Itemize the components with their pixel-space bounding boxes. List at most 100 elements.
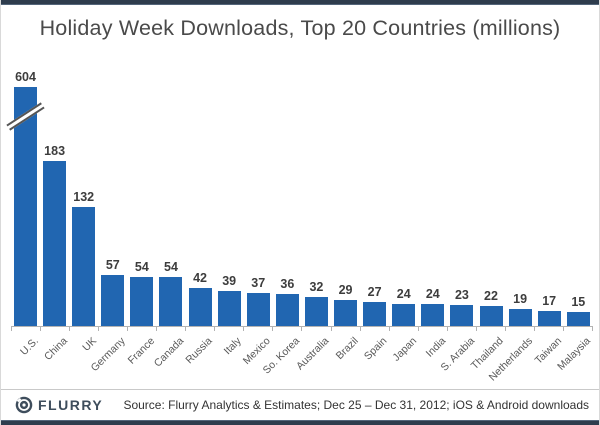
bar: 604 (6, 70, 45, 326)
bar-value-label: 183 (44, 144, 66, 158)
bar-column: 183 (43, 144, 67, 326)
bar: 27 (363, 285, 387, 326)
footer: FLURRY Source: Flurry Analytics & Estima… (1, 390, 599, 420)
bar-column: 39 (217, 274, 241, 326)
bar-column: 19 (508, 292, 532, 326)
bar: 54 (159, 260, 183, 326)
bar-column: 54 (130, 260, 154, 326)
bar-column: 23 (450, 288, 474, 326)
bar: 29 (334, 283, 358, 326)
axis-tick (591, 327, 593, 331)
x-axis-label: Russia (183, 335, 216, 367)
bar-value-label: 54 (134, 260, 149, 274)
bar-value-label: 15 (571, 295, 586, 309)
bar-column: 36 (275, 277, 299, 326)
x-axis-label: Taiwan (532, 335, 565, 367)
x-axis-line (11, 326, 593, 327)
x-axis-label: Brazil (333, 335, 361, 363)
bar: 36 (275, 277, 299, 326)
bar-column: 42 (188, 271, 212, 326)
bar-value-label: 17 (542, 294, 557, 308)
bar-value-label: 604 (15, 70, 36, 84)
x-axis-label: UK (79, 335, 99, 354)
bar: 15 (566, 295, 590, 326)
bar-value-label: 132 (73, 190, 95, 204)
axis-tick (272, 327, 274, 331)
bar-column: 24 (392, 287, 416, 326)
bar-value-label: 23 (454, 288, 469, 302)
bar-value-label: 24 (396, 287, 411, 301)
bar: 23 (450, 288, 474, 326)
x-axis-label: U.S. (17, 335, 41, 358)
bar-column: 24 (421, 287, 445, 326)
bar-value-label: 42 (193, 271, 208, 285)
axis-tick (127, 327, 129, 331)
bar-value-label: 57 (105, 258, 120, 272)
bar: 22 (479, 289, 503, 326)
bar: 32 (304, 280, 328, 326)
axis-tick (446, 327, 448, 331)
x-axis-ticks (11, 327, 593, 331)
flurry-logo-icon (15, 396, 33, 414)
bar: 42 (188, 271, 212, 326)
top-accent-bar (1, 0, 599, 5)
bar-value-label: 37 (251, 276, 266, 290)
x-axis-label: Canada (151, 335, 186, 370)
bar-column: 27 (363, 285, 387, 326)
bar: 24 (392, 287, 416, 326)
axis-tick (475, 327, 477, 331)
bar-value-label: 24 (425, 287, 440, 301)
bar-value-label: 54 (164, 260, 178, 274)
bar-column: 54 (159, 260, 183, 326)
bar-value-label: 22 (484, 289, 498, 303)
axis-tick (330, 327, 332, 331)
bar-column: 57 (101, 258, 125, 326)
axis-tick (98, 327, 100, 331)
bar-value-label: 32 (309, 280, 324, 294)
bar-value-label: 27 (367, 285, 382, 299)
source-note: Source: Flurry Analytics & Estimates; De… (123, 398, 589, 412)
axis-tick (562, 327, 564, 331)
axis-tick (243, 327, 245, 331)
bar: 54 (130, 260, 154, 326)
axis-tick (533, 327, 535, 331)
bars-container: 604 183 132 57 54 54 42 39 37 36 32 29 27 24 24 23 22 19 1… (6, 70, 590, 326)
bottom-accent-bar (1, 420, 599, 425)
x-axis-label: Italy (222, 335, 245, 358)
bar: 19 (508, 292, 532, 326)
x-axis-label: Spain (362, 335, 390, 363)
axis-tick (214, 327, 216, 331)
flurry-brand: FLURRY (15, 396, 103, 414)
axis-tick (156, 327, 158, 331)
x-axis-label: France (125, 335, 157, 367)
bar-value-label: 19 (513, 292, 528, 306)
axis-tick (301, 327, 303, 331)
x-axis-label: Japan (389, 335, 419, 364)
flurry-wordmark: FLURRY (38, 397, 104, 413)
x-axis-labels: U.S. China UK Germany France Canada Russia Ital… (14, 332, 594, 387)
bar-column: 32 (304, 280, 328, 326)
axis-tick (185, 327, 187, 331)
axis-tick (359, 327, 361, 331)
bar-column: 15 (566, 295, 590, 326)
x-axis-label: India (423, 335, 448, 360)
axis-tick (388, 327, 390, 331)
bar: 17 (537, 294, 561, 326)
footer-divider (1, 389, 599, 390)
bar-value-label: 36 (280, 277, 295, 291)
x-axis-label: So. Korea (260, 335, 303, 377)
x-axis-label: S. Arabia (438, 335, 477, 374)
bar-value-label: 39 (222, 274, 237, 288)
axis-tick (40, 327, 42, 331)
bar: 37 (246, 276, 270, 326)
x-axis-label: China (41, 335, 70, 363)
bar-column: 22 (479, 289, 503, 326)
x-axis-label: Netherlands (486, 335, 536, 384)
x-axis-label: Australia (294, 335, 332, 373)
bar: 24 (421, 287, 445, 326)
axis-tick (417, 327, 419, 331)
axis-break-mark (6, 102, 45, 131)
axis-tick (11, 327, 12, 331)
